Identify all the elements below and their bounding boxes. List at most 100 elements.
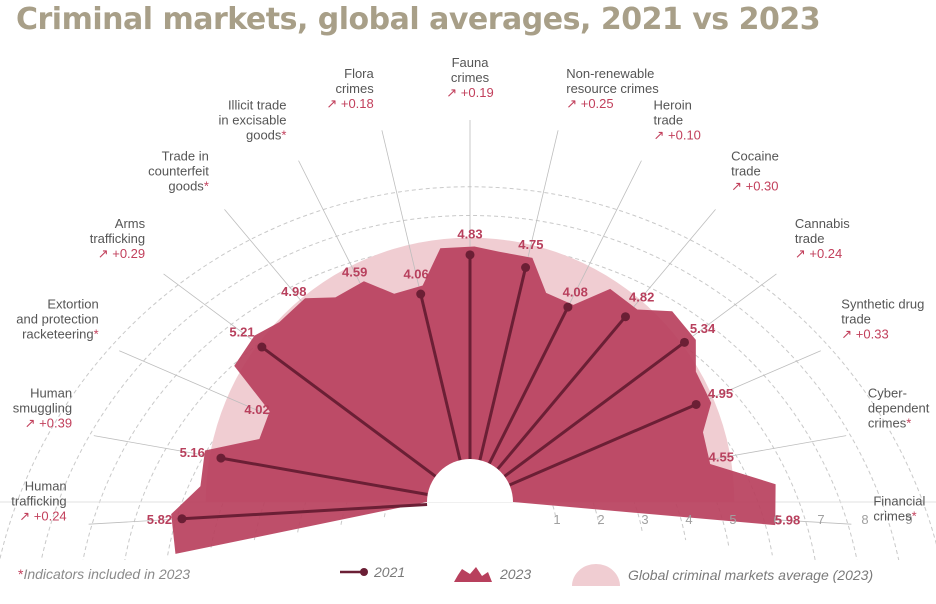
value-label-2023: 5.16 <box>180 445 205 460</box>
indicator-star: * <box>281 128 286 143</box>
category-label: Synthetic drug trade <box>841 297 924 327</box>
category-label-line: Flora <box>344 66 374 81</box>
category-label-line: dependent <box>868 401 930 416</box>
radial-chart: 12345678910 5.825.164.025.214.984.594.06… <box>0 55 936 560</box>
tick-label: 1 <box>553 512 560 527</box>
category-label: Illicit trade in excisable goods* <box>219 98 287 143</box>
leader-line <box>119 350 269 416</box>
value-label-2023: 4.02 <box>244 402 269 417</box>
indicator-star: * <box>912 508 917 523</box>
value-label-2023: 5.34 <box>690 321 716 336</box>
category-label-line: Illicit trade <box>228 98 287 113</box>
legend-2021: 2021 <box>338 564 405 580</box>
line-2021 <box>508 403 697 487</box>
change-label: ↗ +0.24 <box>19 508 66 523</box>
tick-label: 6 <box>773 512 780 527</box>
category-label-line: Human <box>25 478 67 493</box>
category-label: Cyber-dependent crimes* <box>868 386 930 431</box>
category-label-line: Extortion <box>47 297 98 312</box>
category-label: Fauna crimes <box>451 55 490 85</box>
category-label-line: goods <box>168 179 204 194</box>
dot-2021 <box>679 337 689 347</box>
legend-average: Global criminal markets average (2023) <box>570 564 873 586</box>
category-label-line: trade <box>795 231 825 246</box>
legend-2021-line-icon <box>340 568 368 576</box>
line-2021 <box>181 503 428 521</box>
tick-label: 9 <box>905 512 912 527</box>
value-label-2023: 4.06 <box>403 267 428 282</box>
category-label: Flora crimes <box>335 66 374 96</box>
leader-line <box>381 130 420 287</box>
line-2021 <box>220 456 428 497</box>
leader-line <box>692 273 777 337</box>
change-label: ↗ +0.24 <box>795 246 842 261</box>
legend-2023-label: 2023 <box>500 566 532 582</box>
category-label: Cannabis trade <box>795 216 850 246</box>
chart-title: Criminal markets, global averages, 2021 … <box>16 2 821 37</box>
legend-average-semicircle-icon <box>572 564 620 586</box>
category-label-line: crimes <box>451 70 490 85</box>
change-label: ↗ +0.30 <box>731 179 778 194</box>
category-label-line: trafficking <box>11 493 66 508</box>
change-label: ↗ +0.10 <box>654 128 701 143</box>
leader-line <box>633 209 716 307</box>
dot-2021 <box>465 250 475 260</box>
change-label: ↗ +0.29 <box>98 246 145 261</box>
category-label: Human smuggling <box>13 386 72 416</box>
grid-ring-7 <box>124 272 816 560</box>
series-2021 <box>177 250 701 524</box>
leader-line <box>569 160 642 304</box>
category-label-line: trade <box>654 113 684 128</box>
category-label-line: Cannabis <box>795 216 850 231</box>
legend-average-label: Global criminal markets average (2023) <box>628 567 874 583</box>
category-label-line: smuggling <box>13 401 72 416</box>
change-label: ↗ +0.18 <box>326 96 373 111</box>
tick-label: 8 <box>861 512 868 527</box>
category-label-line: trade <box>841 312 871 327</box>
value-label-2023: 5.98 <box>775 512 800 527</box>
category-label: Heroin trade <box>654 98 692 128</box>
leader-lines <box>88 120 852 525</box>
category-label: Non-renewable resource crimes <box>566 66 659 96</box>
area-2023 <box>171 246 776 554</box>
value-label-2023: 4.75 <box>518 237 543 252</box>
line-2021 <box>260 345 437 478</box>
dot-2021 <box>521 262 531 272</box>
change-label: ↗ +0.33 <box>841 327 888 342</box>
category-label-line: racketeering <box>22 327 94 342</box>
category-label-line: crimes <box>335 81 374 96</box>
category-label: Trade in counterfeit goods* <box>148 149 209 194</box>
change-label: ↗ +0.19 <box>446 85 493 100</box>
value-label-2023: 4.83 <box>457 226 482 241</box>
category-label-line: Synthetic drug <box>841 297 924 312</box>
category-label-line: Fauna <box>452 55 490 70</box>
category-label-line: trafficking <box>90 231 145 246</box>
line-2021 <box>478 267 528 461</box>
category-label-line: trade <box>731 164 761 179</box>
category-label: Cocaine trade <box>731 149 779 179</box>
tick-label: 2 <box>597 512 604 527</box>
value-label-2023: 4.95 <box>708 386 733 401</box>
category-label: Extortion and protection racketeering* <box>16 297 98 342</box>
center-hub <box>427 459 513 502</box>
category-label-line: crimes <box>873 508 912 523</box>
dot-2021 <box>620 312 630 322</box>
category-label-line: Trade in <box>162 149 209 164</box>
change-label: ↗ +0.39 <box>25 416 72 431</box>
category-label-line: Arms <box>115 216 146 231</box>
dot-2021 <box>216 453 226 463</box>
dot-2021 <box>257 342 267 352</box>
line-2021 <box>503 341 686 478</box>
tick-label: 7 <box>817 512 824 527</box>
category-label-line: Heroin <box>654 98 692 113</box>
tick-label: 5 <box>729 512 736 527</box>
category-label-line: Cyber- <box>868 386 907 401</box>
value-labels-2023: 5.82 5.16 4.02 5.21 4.98 4.59 4.06 4.83 4.75 4.08… <box>147 226 800 527</box>
category-label-line: Non-renewable <box>566 66 654 81</box>
value-label-2023: 4.98 <box>281 284 306 299</box>
leader-line <box>163 273 252 340</box>
leader-line <box>709 350 821 400</box>
tick-label: 4 <box>685 512 692 527</box>
value-label-2023: 5.82 <box>147 512 172 527</box>
